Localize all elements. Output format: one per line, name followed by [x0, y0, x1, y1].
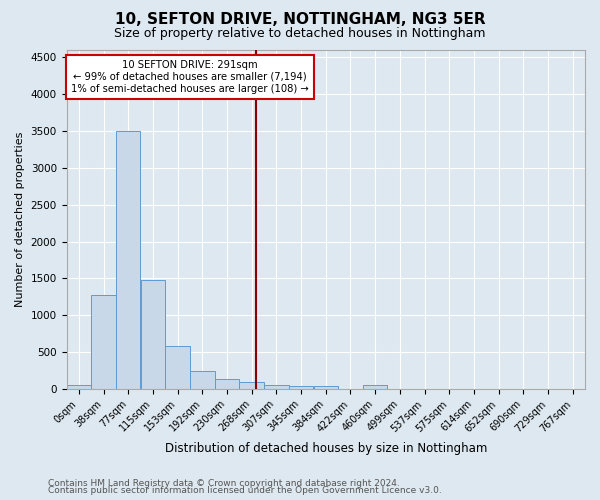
- Bar: [239, 382, 264, 389]
- Y-axis label: Number of detached properties: Number of detached properties: [15, 132, 25, 307]
- Bar: [91, 294, 116, 389]
- Text: 10 SEFTON DRIVE: 291sqm
← 99% of detached houses are smaller (7,194)
1% of semi-: 10 SEFTON DRIVE: 291sqm ← 99% of detache…: [71, 60, 309, 94]
- Bar: [116, 131, 140, 389]
- Bar: [289, 386, 313, 389]
- Bar: [363, 385, 388, 389]
- Text: 10, SEFTON DRIVE, NOTTINGHAM, NG3 5ER: 10, SEFTON DRIVE, NOTTINGHAM, NG3 5ER: [115, 12, 485, 28]
- X-axis label: Distribution of detached houses by size in Nottingham: Distribution of detached houses by size …: [164, 442, 487, 455]
- Text: Contains public sector information licensed under the Open Government Licence v3: Contains public sector information licen…: [48, 486, 442, 495]
- Bar: [166, 346, 190, 389]
- Bar: [67, 386, 91, 389]
- Text: Contains HM Land Registry data © Crown copyright and database right 2024.: Contains HM Land Registry data © Crown c…: [48, 478, 400, 488]
- Bar: [314, 386, 338, 389]
- Bar: [215, 380, 239, 389]
- Bar: [264, 384, 289, 389]
- Text: Size of property relative to detached houses in Nottingham: Size of property relative to detached ho…: [114, 28, 486, 40]
- Bar: [141, 280, 165, 389]
- Bar: [190, 371, 215, 389]
